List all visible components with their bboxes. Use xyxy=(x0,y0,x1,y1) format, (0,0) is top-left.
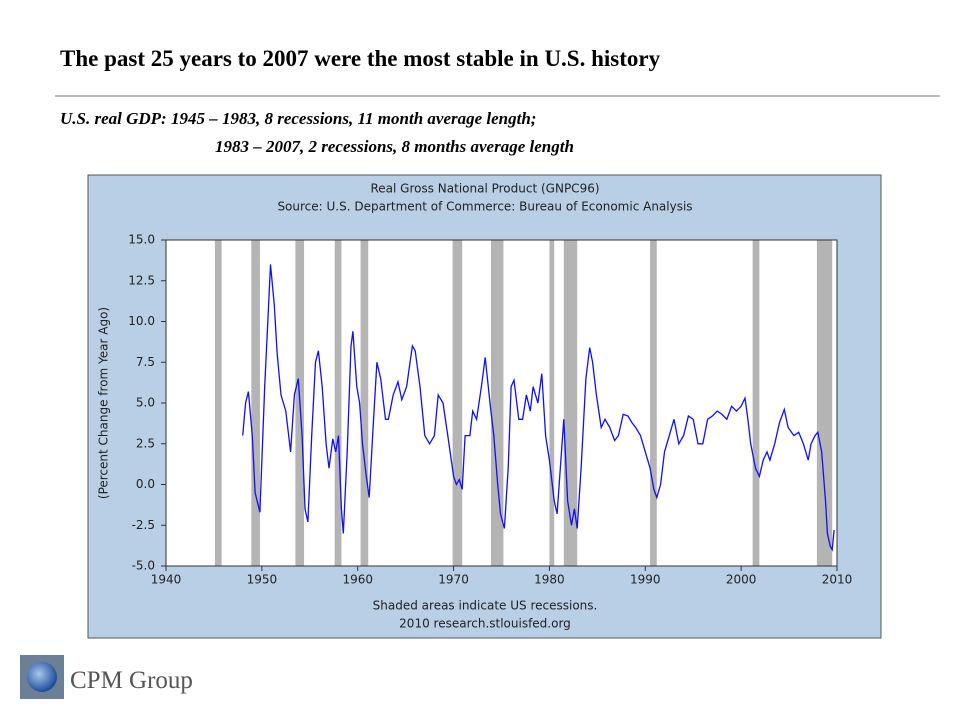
y-tick-label: 7.5 xyxy=(136,355,155,369)
recession-band xyxy=(360,240,369,566)
recession-band xyxy=(816,240,833,566)
recession-band xyxy=(214,240,222,566)
logo-globe xyxy=(27,662,57,692)
note: Shaded areas indicate US recessions. xyxy=(373,599,598,613)
logo-text: CPM Group xyxy=(70,667,193,694)
x-tick-label: 1940 xyxy=(151,573,182,587)
chart-title: Real Gross National Product (GNPC96) xyxy=(370,182,599,196)
y-tick-label: 0.0 xyxy=(136,477,155,491)
x-tick-label: 2000 xyxy=(726,573,757,587)
recession-band xyxy=(334,240,342,566)
recession-band xyxy=(251,240,260,566)
recession-band xyxy=(650,240,657,566)
recession-band xyxy=(452,240,463,566)
recession-band xyxy=(490,240,504,566)
recession-band xyxy=(752,240,760,566)
y-tick-label: 12.5 xyxy=(128,273,155,287)
x-tick-label: 2010 xyxy=(822,573,853,587)
x-tick-label: 1970 xyxy=(438,573,469,587)
y-tick-label: 15.0 xyxy=(128,233,155,247)
y-tick-label: 2.5 xyxy=(136,436,155,450)
x-tick-label: 1990 xyxy=(630,573,661,587)
y-tick-label: -2.5 xyxy=(132,518,155,532)
chart-subtitle: Source: U.S. Department of Commerce: Bur… xyxy=(277,200,692,214)
note: 2010 research.stlouisfed.org xyxy=(399,617,571,631)
y-tick-label: 5.0 xyxy=(136,396,155,410)
y-tick-label: 10.0 xyxy=(128,314,155,328)
slide-subtitle: 1983 – 2007, 2 recessions, 8 months aver… xyxy=(215,137,574,156)
y-axis-label: (Percent Change from Year Ago) xyxy=(97,307,111,499)
recession-band xyxy=(549,240,555,566)
y-tick-label: -5.0 xyxy=(132,559,155,573)
x-tick-label: 1960 xyxy=(342,573,373,587)
x-tick-label: 1950 xyxy=(247,573,278,587)
data-line xyxy=(242,264,835,552)
x-tick-label: 1980 xyxy=(534,573,565,587)
slide-title: The past 25 years to 2007 were the most … xyxy=(60,46,661,71)
slide-subtitle: U.S. real GDP: 1945 – 1983, 8 recessions… xyxy=(60,109,536,128)
plot xyxy=(214,240,835,566)
